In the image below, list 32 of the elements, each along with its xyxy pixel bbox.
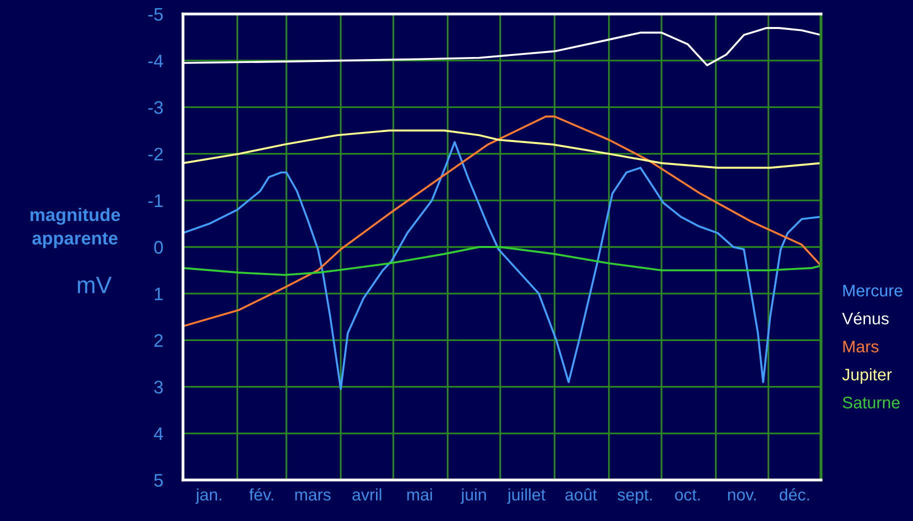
y-tick-label: 4 (154, 428, 164, 440)
x-tick-label: juillet (507, 488, 546, 504)
text: Vénus (842, 312, 889, 324)
line-series (183, 130, 821, 169)
y-tick-label: 3 (154, 380, 163, 394)
y-axis-title: magnitude apparente (30, 208, 120, 248)
x-tick-label: jan. (195, 488, 222, 504)
x-tick-label: avril (352, 488, 382, 501)
x-tick-label: mai (407, 488, 432, 501)
y-tick-label: -2 (148, 148, 163, 160)
line-series (183, 116, 821, 328)
y-tick-label: 5 (154, 474, 163, 487)
y-tick-label: -4 (148, 54, 164, 68)
x-tick-label: nov. (728, 491, 756, 501)
text: Jupiter (842, 368, 892, 384)
y-tick-label: -3 (148, 101, 163, 114)
y-tick-label: 1 (154, 288, 163, 300)
y-tick-label: 2 (154, 334, 163, 347)
x-tick-label: fév. (249, 488, 274, 501)
text: Mars (843, 340, 878, 352)
y-tick-label: -1 (148, 194, 163, 207)
text: mV (78, 276, 112, 294)
text: Saturne (842, 396, 900, 408)
y-tick-label: -5 (148, 8, 163, 21)
x-tick-label: mars (295, 491, 331, 501)
text: Mercure (843, 284, 902, 296)
x-tick-label: oct. (675, 490, 700, 501)
x-tick-label: sept. (618, 490, 652, 504)
y-tick-label: 0 (154, 240, 163, 254)
x-tick-label: août (565, 488, 597, 501)
x-tick-label: juin (460, 488, 486, 504)
x-tick-label: déc. (780, 488, 809, 501)
